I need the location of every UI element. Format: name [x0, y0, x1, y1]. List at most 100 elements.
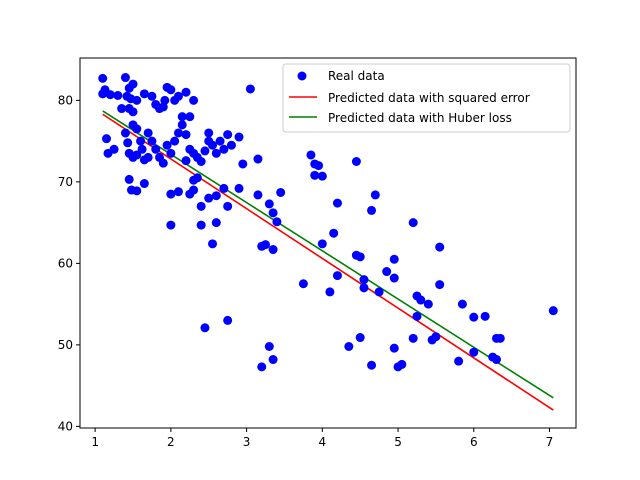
data-point — [166, 220, 176, 230]
y-tick-label: 40 — [58, 419, 73, 433]
data-point — [139, 179, 149, 189]
data-point — [495, 333, 505, 343]
data-point — [457, 299, 467, 309]
x-axis: 1 2 3 4 5 6 7 — [91, 428, 553, 449]
squared-error-line — [102, 113, 554, 411]
data-point — [185, 112, 195, 122]
data-point — [412, 311, 422, 321]
data-point — [223, 130, 233, 140]
data-point — [382, 267, 392, 277]
data-points — [98, 73, 558, 372]
data-point — [132, 124, 142, 134]
data-point — [435, 280, 445, 290]
data-point — [234, 183, 244, 193]
data-point — [105, 90, 115, 100]
data-point — [389, 254, 399, 264]
data-point — [151, 144, 161, 154]
data-point — [113, 90, 123, 100]
legend-label-squared-error: Predicted data with squared error — [328, 91, 530, 105]
data-point — [298, 279, 308, 289]
data-point — [389, 273, 399, 283]
data-point — [173, 91, 183, 101]
legend: Real data Predicted data with squared er… — [282, 63, 571, 133]
data-point — [132, 150, 142, 160]
data-point — [189, 175, 199, 185]
data-point — [109, 144, 119, 154]
data-point — [359, 283, 369, 293]
data-point — [223, 201, 233, 211]
x-tick-label: 2 — [167, 435, 175, 449]
data-point — [98, 73, 108, 83]
data-point — [306, 150, 316, 160]
data-point — [253, 154, 263, 164]
data-point — [208, 239, 218, 249]
data-point — [226, 140, 236, 150]
data-point — [98, 89, 108, 99]
data-point — [211, 148, 221, 158]
data-point — [143, 128, 153, 138]
data-point — [181, 156, 191, 166]
data-point — [136, 136, 146, 146]
data-point — [389, 343, 399, 353]
data-point — [325, 287, 335, 297]
data-point — [204, 193, 214, 203]
data-point — [200, 323, 210, 333]
data-point — [196, 220, 206, 230]
data-point — [143, 152, 153, 162]
prediction-lines — [102, 110, 554, 411]
data-point — [166, 189, 176, 199]
data-point — [215, 136, 225, 146]
data-point — [162, 140, 172, 150]
data-point — [469, 347, 479, 357]
data-point — [276, 187, 286, 197]
legend-marker-real-data — [297, 71, 307, 81]
data-point — [548, 306, 558, 316]
data-point — [173, 128, 183, 138]
data-point — [117, 104, 127, 114]
data-point — [367, 360, 377, 370]
data-point — [397, 359, 407, 369]
data-point — [408, 218, 418, 228]
data-point — [160, 95, 170, 105]
data-point — [139, 89, 149, 99]
legend-box — [282, 63, 571, 133]
data-point — [317, 171, 327, 181]
y-tick-label: 50 — [58, 338, 73, 352]
x-tick-label: 7 — [546, 435, 554, 449]
data-point — [374, 287, 384, 297]
data-point — [137, 144, 147, 154]
data-point — [170, 136, 180, 146]
data-point — [344, 342, 354, 352]
data-point — [128, 79, 138, 89]
data-point — [181, 130, 191, 140]
x-tick-label: 5 — [394, 435, 402, 449]
data-point — [219, 183, 229, 193]
data-point — [359, 275, 369, 285]
data-point — [317, 239, 327, 249]
data-point — [370, 190, 380, 200]
data-point — [253, 190, 263, 200]
data-point — [189, 95, 199, 105]
data-point — [355, 333, 365, 343]
data-point — [310, 170, 320, 180]
data-point — [427, 335, 437, 345]
data-point — [491, 355, 501, 365]
data-point — [132, 186, 142, 196]
data-point — [234, 132, 244, 142]
data-point — [435, 242, 445, 252]
data-point — [408, 333, 418, 343]
plot-frame — [79, 57, 577, 429]
data-point — [238, 159, 248, 169]
data-point — [120, 73, 130, 83]
data-point — [147, 136, 157, 146]
data-point — [102, 134, 112, 144]
data-point — [177, 112, 187, 122]
x-tick-label: 3 — [243, 435, 251, 449]
data-point — [189, 185, 199, 195]
data-point — [120, 128, 130, 138]
data-point — [173, 187, 183, 197]
y-tick-label: 60 — [58, 256, 73, 270]
data-point — [332, 198, 342, 208]
data-point — [272, 217, 282, 227]
data-point — [351, 157, 361, 167]
